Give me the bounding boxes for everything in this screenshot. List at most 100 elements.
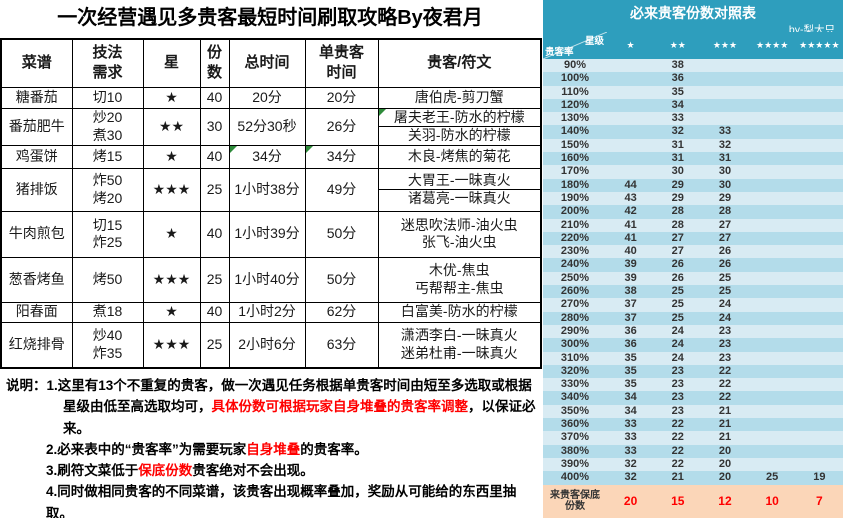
rate-label: 180% xyxy=(560,178,590,191)
count-cell: 21 xyxy=(718,431,732,444)
rate-row: 100% 36 xyxy=(543,72,843,86)
cell-note-triangle-icon xyxy=(379,109,386,116)
count-cell xyxy=(749,86,796,99)
count-cell xyxy=(796,338,843,351)
count-cell xyxy=(796,431,843,444)
count-cell: 24 xyxy=(718,298,732,311)
rate-row: 260% 38 25 25 xyxy=(543,285,843,299)
count-cell xyxy=(796,219,843,232)
count-cell: 21 xyxy=(671,471,684,484)
dish-cell: 猪排饭 xyxy=(0,167,73,212)
count-cell: 23 xyxy=(718,324,732,337)
guest-rune-cell: 木良-烤焦的菊花 xyxy=(377,144,542,169)
count-cell xyxy=(749,192,796,205)
recipe-row: 猪排饭 炸50 烤20 ★★★ 25 1小时38分 49分 大胃王-一昧真火 诸葛亮-一昧真火 xyxy=(0,167,542,212)
count-cell xyxy=(607,152,654,165)
stars-cell: ★★★ xyxy=(142,256,201,303)
count-cell xyxy=(796,125,843,138)
dish-cell: 葱香烤鱼 xyxy=(0,256,73,303)
stars-cell: ★★★ xyxy=(142,321,201,369)
count-cell: 37 xyxy=(624,298,637,311)
count-cell xyxy=(796,205,843,218)
count-cell: 41 xyxy=(624,218,637,231)
guest-entry: 张飞-油火虫 xyxy=(421,234,497,250)
portions-cell: 40 xyxy=(199,86,230,109)
count-cell: 27 xyxy=(718,231,732,244)
cell-note-triangle-icon xyxy=(306,146,313,153)
rate-row: 120% 34 xyxy=(543,98,843,113)
guest-entry: 唐伯虎-剪刀蟹 xyxy=(414,88,504,105)
column-header-3: 份 数 xyxy=(199,38,230,88)
guest-entry: 大胃王-一昧真火 xyxy=(379,172,540,190)
guest-rune-cell: 屠夫老王-防水的柠檬 关羽-防水的柠檬 xyxy=(377,107,542,146)
rate-row: 300% 36 24 23 xyxy=(543,338,843,352)
count-cell xyxy=(749,152,796,165)
rate-label: 310% xyxy=(560,351,590,364)
count-cell: 22 xyxy=(671,418,684,431)
recipe-row: 糖番茄 切10 ★ 40 20分 20分 唐伯虎-剪刀蟹 xyxy=(0,86,542,109)
count-cell: 36 xyxy=(624,324,637,337)
star-header-1: ★ xyxy=(626,40,635,50)
per-guest-time-cell: 50分 xyxy=(304,210,379,258)
count-cell xyxy=(796,325,843,338)
rate-row: 270% 37 25 24 xyxy=(543,298,843,312)
portions-cell: 40 xyxy=(199,144,230,169)
stars-cell: ★ xyxy=(142,210,201,258)
count-cell: 21 xyxy=(718,418,732,431)
rate-row: 400% 32 21 20 25 19 xyxy=(543,471,843,485)
count-cell xyxy=(749,219,796,232)
count-cell: 35 xyxy=(624,351,637,364)
count-cell xyxy=(796,258,843,271)
count-cell: 30 xyxy=(671,165,684,178)
guest-entry: 潇洒李白-一昧真火 xyxy=(400,327,518,344)
count-cell xyxy=(749,112,796,125)
count-cell: 23 xyxy=(671,364,684,377)
count-cell: 22 xyxy=(718,391,732,404)
count-cell: 27 xyxy=(671,245,684,258)
right-table-body: 90% 38 100% 36 110% 35 120% 34 130% 33 140% 32 33 150… xyxy=(543,59,843,485)
count-cell xyxy=(701,72,748,85)
guest-list: 迷思吹法师-油火虫 张飞-油火虫 xyxy=(379,217,540,252)
rate-label: 390% xyxy=(560,457,590,470)
count-cell xyxy=(749,365,796,378)
skill-cell: 烤50 xyxy=(71,256,144,303)
recipe-guide-panel: 一次经营遇见多贵客最短时间刷取攻略By夜君月 菜谱 技法 需求星份 数总时间 单贵客… xyxy=(0,7,542,518)
note-text: 贵客绝对不会出现。 xyxy=(192,463,314,479)
note-text: 具体份数可根据玩家自身堆叠的贵客率调整 xyxy=(211,399,469,415)
portions-cell: 25 xyxy=(199,321,230,369)
total-time-cell: 1小时2分 xyxy=(228,301,306,323)
recipe-row: 牛肉煎包 切15 炸25 ★ 40 1小时39分 50分 迷思吹法师-油火虫 张飞-油火虫 xyxy=(0,210,542,258)
rate-row: 150% 31 32 xyxy=(543,138,843,153)
count-cell xyxy=(749,72,796,85)
count-cell: 20 xyxy=(718,471,732,484)
rate-label: 170% xyxy=(560,165,590,178)
count-cell xyxy=(749,391,796,404)
total-time-cell: 34分 xyxy=(228,144,306,169)
note-item-4: 4.同时做相同贵客的不同菜谱，该贵客出现概率叠加，奖励从可能给的东西里抽取。 xyxy=(6,481,538,518)
count-cell: 26 xyxy=(671,258,684,271)
count-cell: 21 xyxy=(718,404,732,417)
per-guest-time-cell: 62分 xyxy=(304,301,379,323)
count-cell: 38 xyxy=(624,285,637,298)
count-cell: 23 xyxy=(718,338,732,351)
stars-cell: ★ xyxy=(142,301,201,323)
cell-note-triangle-icon xyxy=(230,146,237,153)
rate-row: 310% 35 24 23 xyxy=(543,351,843,365)
per-guest-time-cell: 50分 xyxy=(304,256,379,303)
count-cell: 36 xyxy=(671,72,684,85)
star-header-3: ★★★ xyxy=(712,40,738,50)
count-cell xyxy=(796,272,843,285)
count-cell xyxy=(749,59,796,72)
rate-label: 220% xyxy=(560,231,590,244)
count-cell: 22 xyxy=(671,444,684,457)
count-cell: 30 xyxy=(718,178,732,191)
count-cell xyxy=(607,139,654,152)
total-time-cell: 1小时38分 xyxy=(228,167,306,212)
star-header-2: ★★ xyxy=(669,40,686,50)
count-cell: 31 xyxy=(671,138,684,151)
notes-prefix-label: 说明： xyxy=(6,378,47,393)
count-cell xyxy=(749,179,796,192)
guest-entry: 迷弟杜甫-一昧真火 xyxy=(400,344,518,361)
recipe-row: 葱香烤鱼 烤50 ★★★ 25 1小时40分 50分 木优-焦虫 丐帮帮主-焦虫 xyxy=(0,256,542,303)
rate-row: 180% 44 29 30 xyxy=(543,178,843,192)
